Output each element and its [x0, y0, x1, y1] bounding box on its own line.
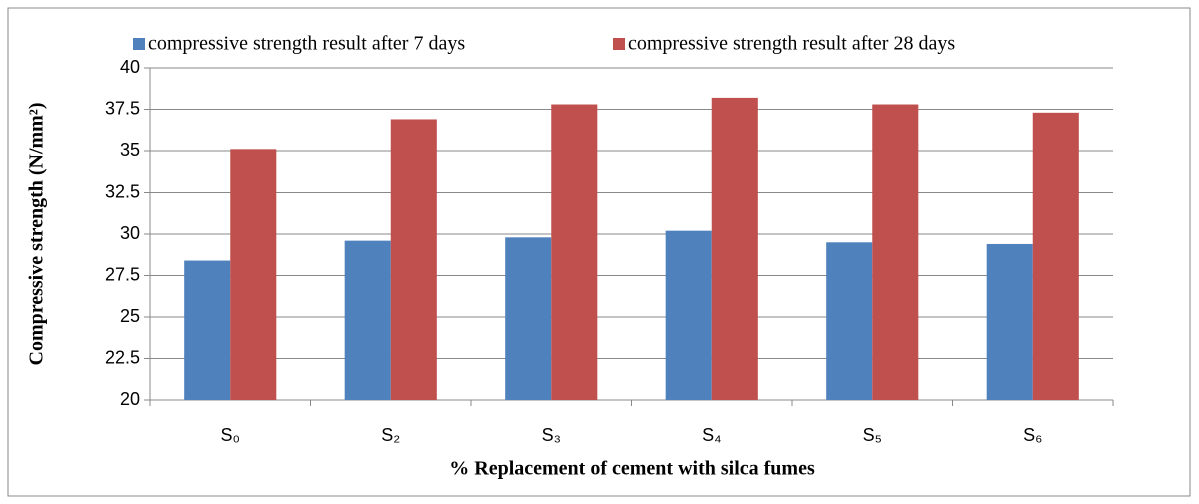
bar	[711, 97, 758, 400]
x-tick-label: S₂	[381, 425, 400, 445]
y-tick-label: 30	[120, 223, 140, 243]
bar	[551, 104, 598, 401]
bar	[826, 242, 873, 400]
x-tick-label: S₅	[863, 425, 882, 445]
y-tick-label: 20	[120, 389, 140, 409]
bar	[344, 240, 391, 400]
x-axis-title: % Replacement of cement with silca fumes	[449, 458, 815, 480]
bar	[986, 243, 1033, 400]
bar	[505, 237, 552, 400]
x-tick-label: S₀	[221, 425, 240, 445]
bar	[665, 230, 712, 400]
bar	[184, 260, 231, 400]
y-tick-label: 35	[120, 140, 140, 160]
x-tick-label: S₆	[1023, 425, 1042, 445]
legend-label: compressive strength result after 28 day…	[628, 33, 955, 55]
bar	[390, 119, 437, 401]
x-tick-label: S₃	[542, 425, 561, 445]
y-tick-label: 37.5	[105, 98, 140, 118]
bar	[1032, 112, 1079, 400]
y-axis-title: Compressive strength (N/mm²)	[26, 103, 48, 366]
y-tick-label: 27.5	[105, 264, 140, 284]
legend-swatch	[133, 38, 145, 50]
y-tick-label: 25	[120, 306, 140, 326]
x-tick-label: S₄	[702, 425, 721, 445]
y-tick-label: 32.5	[105, 181, 140, 201]
bar	[230, 149, 277, 400]
bar	[872, 104, 919, 401]
legend-swatch	[613, 38, 625, 50]
legend-label: compressive strength result after 7 days	[148, 33, 465, 55]
y-tick-label: 22.5	[105, 347, 140, 367]
y-tick-label: 40	[120, 57, 140, 77]
